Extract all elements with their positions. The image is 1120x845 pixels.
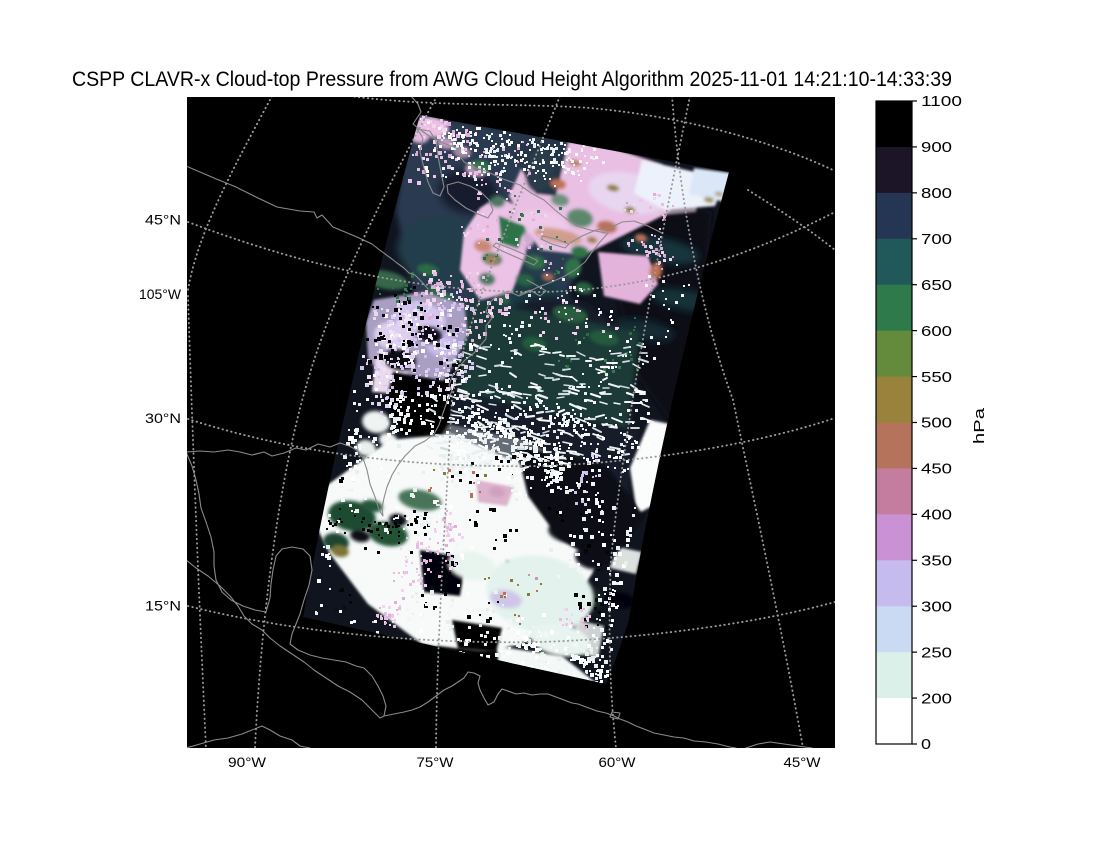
svg-text:650: 650 [921, 277, 952, 294]
svg-text:400: 400 [921, 507, 952, 524]
svg-text:90°W: 90°W [228, 754, 267, 770]
svg-text:450: 450 [921, 461, 952, 478]
svg-text:200: 200 [921, 690, 952, 707]
svg-text:0: 0 [921, 736, 931, 753]
svg-text:15°N: 15°N [145, 598, 181, 614]
svg-text:60°W: 60°W [599, 754, 637, 770]
svg-text:300: 300 [921, 598, 952, 615]
svg-text:900: 900 [921, 139, 952, 156]
svg-text:105°W: 105°W [139, 286, 182, 302]
svg-text:550: 550 [921, 369, 952, 386]
svg-text:600: 600 [921, 323, 952, 340]
svg-text:1100: 1100 [921, 93, 962, 110]
svg-text:250: 250 [921, 644, 952, 661]
svg-text:CSPP CLAVR-x Cloud-top Pressur: CSPP CLAVR-x Cloud-top Pressure from AWG… [72, 68, 952, 91]
svg-text:30°N: 30°N [145, 410, 181, 426]
svg-text:700: 700 [921, 231, 952, 248]
svg-text:45°N: 45°N [145, 212, 181, 228]
svg-text:45°W: 45°W [784, 754, 822, 770]
svg-text:hPa: hPa [971, 407, 988, 444]
svg-text:500: 500 [921, 415, 952, 432]
svg-text:800: 800 [921, 185, 952, 202]
svg-text:350: 350 [921, 552, 952, 569]
svg-text:75°W: 75°W [417, 754, 455, 770]
